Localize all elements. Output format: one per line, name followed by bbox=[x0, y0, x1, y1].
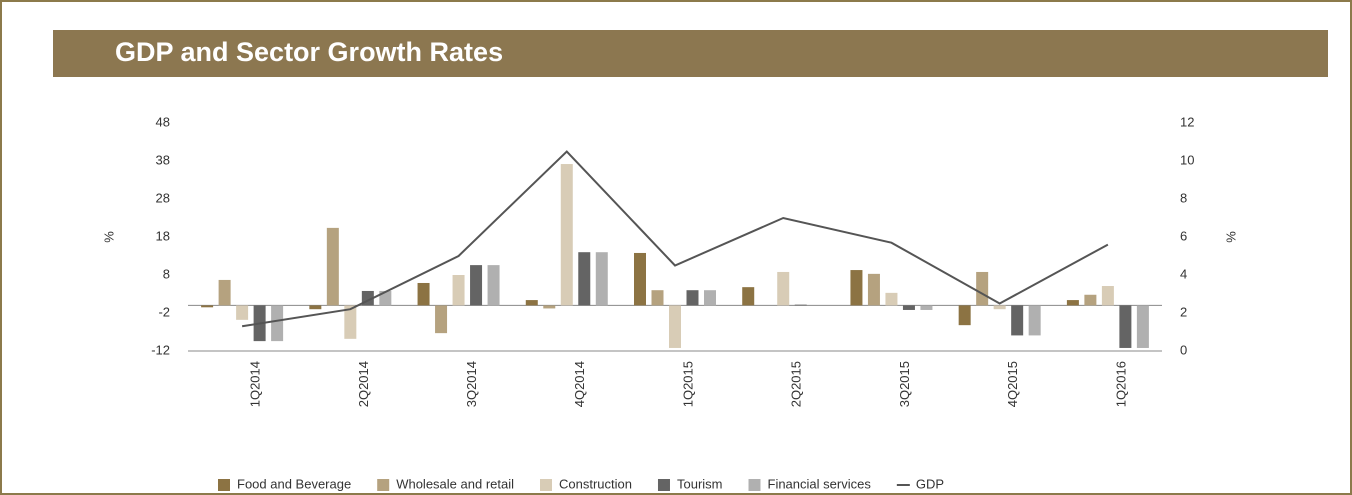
bar bbox=[920, 305, 933, 310]
legend-label: Wholesale and retail bbox=[396, 476, 514, 491]
bar bbox=[885, 292, 898, 306]
y-tick-label: 38 bbox=[156, 152, 170, 167]
bar bbox=[344, 305, 357, 339]
bar bbox=[309, 305, 322, 310]
bar bbox=[525, 300, 538, 306]
y2-tick-label: 4 bbox=[1180, 266, 1187, 281]
y2-tick-label: 10 bbox=[1180, 152, 1194, 167]
y2-tick-label: 0 bbox=[1180, 342, 1187, 357]
y2-tick-label: 12 bbox=[1180, 114, 1194, 129]
bar bbox=[902, 305, 915, 310]
bar bbox=[686, 290, 699, 306]
legend-label: Food and Beverage bbox=[237, 476, 351, 491]
bar bbox=[850, 270, 863, 306]
x-tick-label: 4Q2014 bbox=[572, 361, 587, 407]
bar bbox=[435, 305, 448, 334]
bar bbox=[543, 305, 556, 309]
x-tick-label: 3Q2014 bbox=[464, 361, 479, 407]
bar bbox=[487, 265, 500, 306]
y-tick-label: 28 bbox=[156, 190, 170, 205]
bar bbox=[976, 271, 989, 306]
x-tick-label: 1Q2014 bbox=[248, 361, 263, 407]
bar bbox=[470, 265, 483, 306]
legend-swatch bbox=[377, 479, 390, 491]
bar bbox=[634, 252, 646, 306]
bar bbox=[1066, 300, 1079, 306]
x-tick-label: 1Q2016 bbox=[1113, 361, 1128, 407]
legend-label: Construction bbox=[559, 476, 632, 491]
bar bbox=[201, 305, 214, 308]
bar bbox=[1011, 305, 1024, 336]
bar bbox=[993, 305, 1006, 310]
x-tick-label: 2Q2014 bbox=[356, 361, 371, 407]
legend-swatch bbox=[657, 479, 670, 491]
legend-swatch bbox=[218, 479, 230, 491]
legend-label: Tourism bbox=[677, 476, 723, 491]
y-tick-label: -12 bbox=[151, 342, 170, 357]
bar bbox=[1101, 286, 1114, 306]
y-axis-label: % bbox=[101, 231, 116, 243]
bar bbox=[218, 279, 231, 306]
bar bbox=[595, 252, 608, 306]
legend-label: GDP bbox=[916, 476, 944, 491]
bar bbox=[777, 271, 790, 306]
chart-title: GDP and Sector Growth Rates bbox=[115, 37, 503, 67]
y2-tick-label: 2 bbox=[1180, 304, 1187, 319]
bar bbox=[704, 290, 716, 306]
bar bbox=[417, 282, 430, 306]
title-bar bbox=[53, 30, 1328, 77]
bar bbox=[578, 252, 591, 306]
y-tick-label: 48 bbox=[156, 114, 170, 129]
bar bbox=[867, 273, 880, 306]
bar bbox=[958, 305, 971, 326]
gdp-line bbox=[241, 150, 1109, 328]
legend-label: Financial services bbox=[768, 476, 872, 491]
bar bbox=[669, 305, 681, 348]
x-tick-label: 4Q2015 bbox=[1005, 361, 1020, 407]
bar bbox=[742, 287, 755, 306]
bar bbox=[452, 275, 465, 306]
bar bbox=[794, 304, 807, 306]
x-tick-label: 1Q2015 bbox=[680, 361, 695, 407]
bar bbox=[1028, 305, 1041, 336]
y2-tick-label: 6 bbox=[1180, 228, 1187, 243]
bar bbox=[560, 164, 573, 306]
bar bbox=[236, 305, 249, 320]
bar bbox=[271, 305, 284, 342]
y-tick-label: 8 bbox=[163, 266, 170, 281]
y2-axis-label: % bbox=[1223, 231, 1238, 243]
x-tick-label: 2Q2015 bbox=[789, 361, 804, 407]
bar bbox=[1136, 305, 1149, 348]
legend-swatch bbox=[748, 479, 761, 491]
y-tick-label: -2 bbox=[158, 304, 170, 319]
bar bbox=[1119, 305, 1132, 348]
legend-swatch bbox=[540, 479, 552, 491]
bar bbox=[326, 227, 339, 306]
x-tick-label: 3Q2015 bbox=[897, 361, 912, 407]
bar bbox=[651, 290, 664, 306]
bar bbox=[1084, 294, 1097, 306]
y-tick-label: 18 bbox=[156, 228, 170, 243]
y2-tick-label: 8 bbox=[1180, 190, 1187, 205]
